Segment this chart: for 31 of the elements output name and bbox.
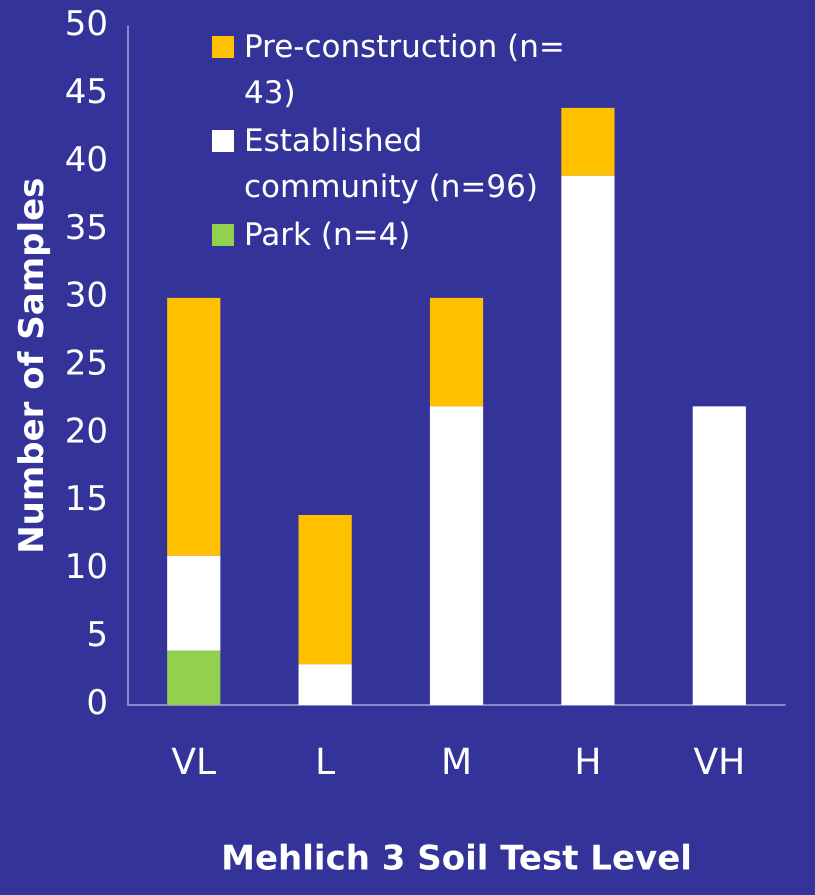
bar [167,298,220,556]
bar [298,514,352,664]
x-axis-title: Mehlich 3 Soil Test Level [221,838,692,878]
legend-label: Pre-construction (n= 43) [244,28,566,113]
y-tick-label: 25 [64,344,108,384]
y-tick-label: 40 [64,140,108,180]
y-tick-label: 5 [86,614,108,655]
y-tick-label: 10 [64,547,108,588]
bar [561,176,615,705]
bar [692,406,746,705]
x-tick-label: H [574,742,602,783]
x-tick-label: L [315,742,336,783]
y-tick-label: 20 [64,411,108,452]
x-tick-label: VL [171,742,216,783]
y-tick-label: 50 [64,4,108,44]
bar [561,108,615,176]
legend-label: Established community (n=96) [244,122,539,207]
y-tick-label: 0 [86,682,108,723]
legend-label: Park (n=4) [244,216,410,255]
bar [167,650,220,705]
bar [298,664,352,705]
y-tick-label: 30 [64,276,108,316]
x-tick-label: M [441,742,472,783]
bar [430,406,484,705]
y-tick-label: 45 [64,72,108,112]
bar [430,298,484,406]
x-tick-label: VH [693,742,746,783]
y-tick-label: 15 [64,479,108,520]
bar [167,556,220,651]
y-tick-label: 35 [64,208,108,248]
y-axis-title: Number of Samples [12,178,52,554]
